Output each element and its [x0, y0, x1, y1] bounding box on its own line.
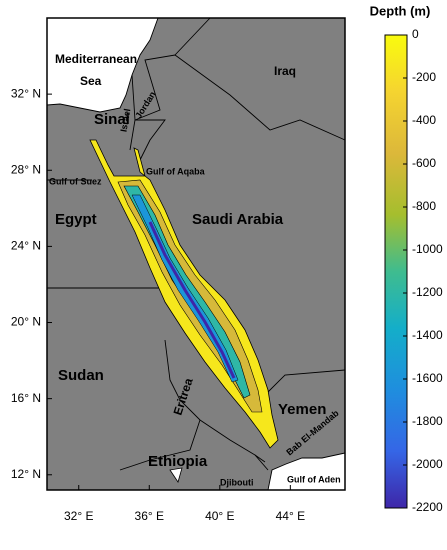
colorbar-scale [384, 34, 408, 509]
colorbar-tick-label: -1600 [412, 371, 443, 385]
x-tick-label: 40° E [205, 509, 234, 523]
y-tick-label: 28° N [11, 162, 41, 176]
border [135, 119, 166, 161]
colorbar: Depth (m) [370, 3, 431, 509]
map: Mediterranean Sea Iraq Sinai Israel Jord… [46, 17, 346, 491]
place-label: Sinai [94, 111, 130, 128]
x-tick-label: 36° E [135, 509, 164, 523]
y-tick-label: 32° N [11, 86, 41, 100]
place-label: Gulf of Suez [49, 176, 102, 186]
colorbar-tick-label: -1400 [412, 328, 443, 342]
colorbar-title: Depth (m) [370, 3, 431, 18]
colorbar-tick-label: -800 [412, 199, 436, 213]
place-label: Ethiopia [148, 453, 208, 470]
place-label: Gulf of Aden [287, 474, 341, 484]
place-label: Djibouti [220, 477, 254, 487]
mediterranean-sea [47, 18, 158, 112]
x-tick-label: 32° E [64, 509, 93, 523]
border [254, 454, 266, 463]
place-label: Saudi Arabia [192, 211, 284, 228]
place-label: Gulf of Aqaba [146, 166, 206, 176]
colorbar-tick-label: -1000 [412, 242, 443, 256]
y-tick-label: 24° N [11, 239, 41, 253]
colorbar-tick-label: -1800 [412, 414, 443, 428]
place-label: Israel [118, 108, 132, 133]
colorbar-tick-label: -200 [412, 70, 436, 84]
colorbar-tick-label: -400 [412, 113, 436, 127]
colorbar-tick-label: -2200 [412, 500, 443, 514]
place-label: Yemen [278, 401, 326, 418]
place-label: Egypt [55, 211, 97, 228]
border [119, 419, 201, 471]
colorbar-tick-label: -2000 [412, 457, 443, 471]
border [134, 54, 346, 141]
gulf-of-aden [268, 453, 345, 490]
border [174, 17, 211, 56]
y-tick-label: 16° N [11, 391, 41, 405]
place-label: Mediterranean [55, 52, 137, 66]
red-sea-axis [148, 221, 236, 379]
lake [169, 467, 183, 483]
y-tick-label: 12° N [11, 467, 41, 481]
place-label: Sea [80, 74, 102, 88]
colorbar-tick-label: -1200 [412, 285, 443, 299]
colorbar-tick-label: 0 [412, 27, 419, 41]
colorbar-tick-label: -600 [412, 156, 436, 170]
y-tick-label: 20° N [11, 315, 41, 329]
x-tick-label: 44° E [276, 509, 305, 523]
coastline [46, 17, 159, 113]
map-frame [46, 17, 346, 491]
place-label: Iraq [274, 64, 296, 78]
coastline [267, 452, 346, 491]
place-label: Sudan [58, 367, 104, 384]
